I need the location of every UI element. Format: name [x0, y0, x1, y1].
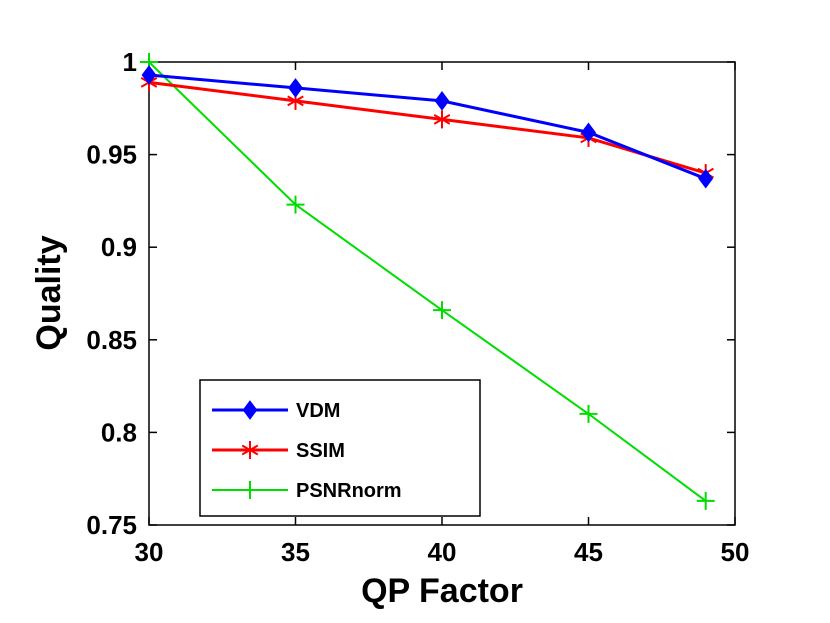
x-tick-label: 40: [428, 537, 457, 567]
x-axis: 30 35 40 45 50: [135, 62, 750, 567]
series-layer: [140, 53, 715, 510]
data-point: [696, 491, 715, 510]
data-point: [242, 400, 258, 420]
x-tick-label: 50: [721, 537, 750, 567]
x-tick-label: 35: [281, 537, 310, 567]
y-tick-label: 0.85: [86, 325, 137, 355]
y-tick-label: 1: [123, 47, 137, 77]
x-tick-label: 30: [135, 537, 164, 567]
legend-entry-psnrnorm: PSNRnorm: [212, 480, 402, 502]
data-point: [141, 65, 157, 85]
data-point: [286, 195, 305, 214]
legend-entry-vdm: VDM: [212, 400, 340, 422]
x-tick-label: 45: [574, 537, 603, 567]
data-point: [434, 91, 450, 111]
data-point: [433, 110, 451, 129]
legend-label: SSIM: [296, 440, 345, 462]
y-axis: 0.75 0.8 0.85 0.9 0.95 1: [86, 47, 735, 540]
data-point: [433, 301, 451, 320]
series-psnrnorm: [140, 53, 715, 510]
legend-label: VDM: [296, 400, 340, 422]
series-vdm: [141, 65, 714, 189]
legend: VDM SSIM PSNRnorm: [199, 379, 481, 517]
y-tick-label: 0.9: [101, 232, 137, 262]
y-tick-label: 0.75: [86, 510, 137, 540]
x-axis-title: QP Factor: [361, 572, 523, 610]
data-point: [581, 122, 596, 143]
data-point: [579, 404, 598, 423]
y-tick-label: 0.95: [86, 140, 137, 170]
data-point: [698, 168, 714, 189]
legend-entry-ssim: SSIM: [212, 440, 345, 462]
data-point: [241, 441, 259, 459]
data-point: [241, 481, 259, 499]
y-axis-title: Quality: [30, 235, 68, 350]
data-point: [288, 78, 303, 98]
y-tick-label: 0.8: [101, 417, 137, 447]
legend-label: PSNRnorm: [296, 480, 402, 502]
